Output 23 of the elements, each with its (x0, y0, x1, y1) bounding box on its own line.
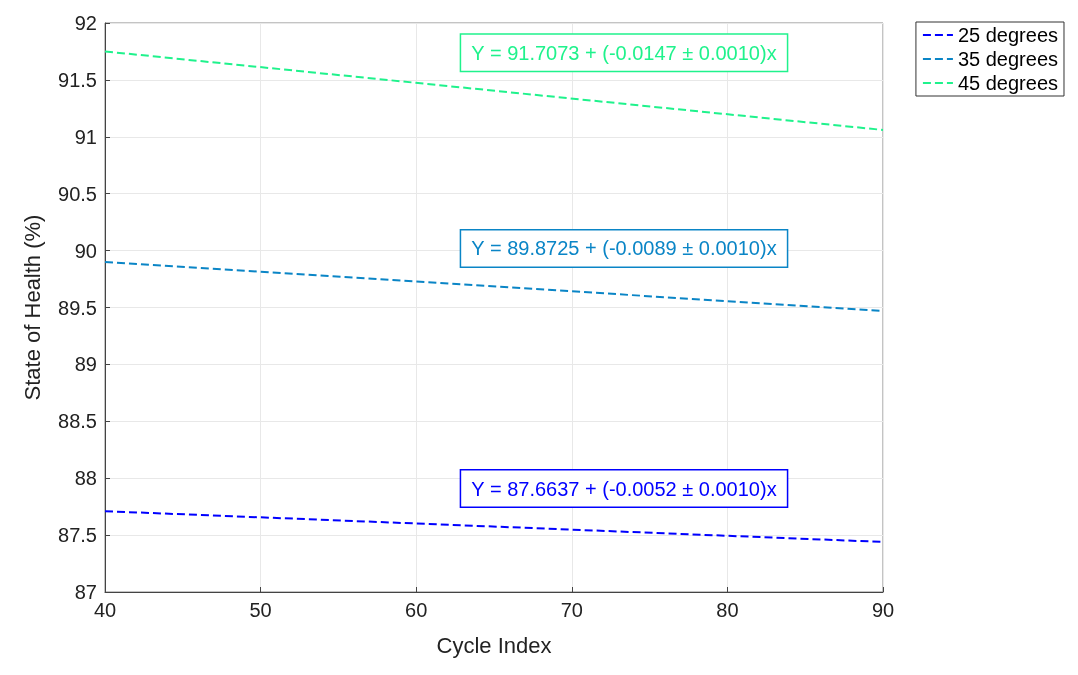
annotation: Y = 87.6637 + (-0.0052 ± 0.0010)x (471, 477, 777, 500)
annotation: Y = 91.7073 + (-0.0147 ± 0.0010)x (471, 41, 777, 64)
y-tick-label: 87.5 (58, 524, 97, 547)
y-tick-label: 91.5 (58, 68, 97, 91)
y-tick-label: 89.5 (58, 296, 97, 319)
y-tick-label: 92 (74, 12, 97, 34)
y-tick-label: 89 (74, 353, 97, 376)
y-tick-label: 88 (74, 467, 97, 490)
x-tick-label: 50 (249, 599, 272, 621)
y-tick-label: 88.5 (58, 410, 97, 433)
y-tick-label: 91 (74, 125, 97, 148)
annotation: Y = 89.8725 + (-0.0089 ± 0.0010)x (471, 237, 777, 260)
legend-label: 45 degrees (957, 72, 1058, 94)
x-tick-label: 90 (871, 599, 895, 621)
y-tick-label: 90.5 (58, 182, 97, 205)
legend-label: 35 degrees (957, 48, 1058, 70)
y-tick-label: 90 (74, 239, 97, 262)
x-tick-label: 80 (716, 599, 739, 621)
x-axis-title: Cycle Index (436, 632, 552, 658)
x-tick-label: 70 (560, 599, 583, 621)
legend-label: 25 degrees (957, 24, 1058, 46)
x-tick-label: 60 (405, 599, 428, 621)
y-axis-title: State of Health (%) (19, 214, 45, 401)
